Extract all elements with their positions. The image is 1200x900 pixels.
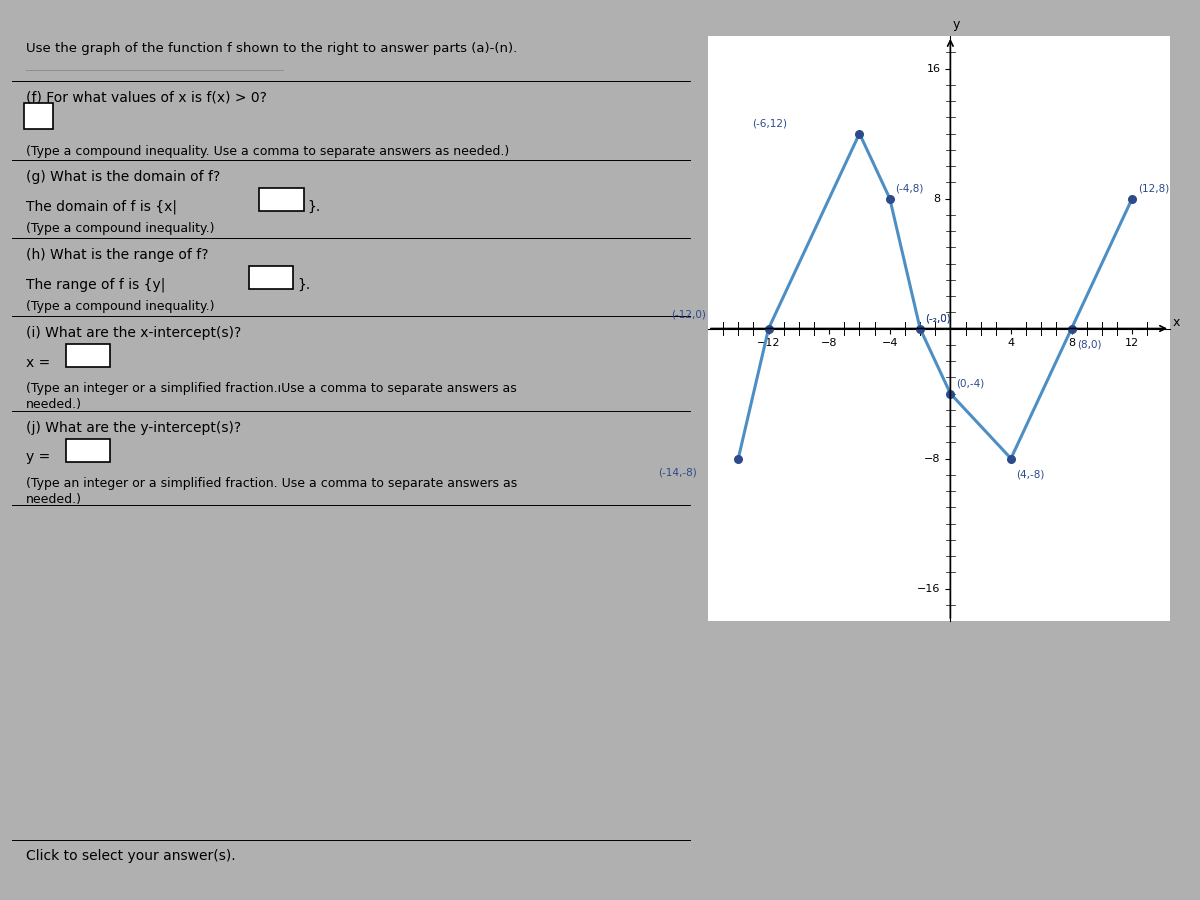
Point xyxy=(1062,321,1081,336)
Text: (-6,12): (-6,12) xyxy=(752,119,787,129)
Point xyxy=(728,451,748,465)
Bar xyxy=(24,103,53,130)
Point xyxy=(880,192,899,206)
Text: The range of f is {y|: The range of f is {y| xyxy=(25,277,164,292)
Text: (Type a compound inequality. Use a comma to separate answers as needed.): (Type a compound inequality. Use a comma… xyxy=(25,145,509,158)
Bar xyxy=(250,266,293,289)
Bar xyxy=(66,345,110,367)
Text: x: x xyxy=(1174,316,1181,328)
Text: (0,-4): (0,-4) xyxy=(956,379,984,389)
Point xyxy=(1001,451,1020,465)
Text: Click to select your answer(s).: Click to select your answer(s). xyxy=(25,849,235,863)
Text: (-12,0): (-12,0) xyxy=(671,310,706,320)
Text: (h) What is the range of f?: (h) What is the range of f? xyxy=(25,248,208,262)
Text: (12,8): (12,8) xyxy=(1138,184,1169,194)
Text: (Type a compound inequality.): (Type a compound inequality.) xyxy=(25,222,214,235)
Text: }.: }. xyxy=(296,277,310,292)
Text: y: y xyxy=(953,18,960,32)
Text: (Type a compound inequality.): (Type a compound inequality.) xyxy=(25,301,214,313)
Text: (j) What are the y-intercept(s)?: (j) What are the y-intercept(s)? xyxy=(25,420,241,435)
Text: ────────────────────────────────────────────: ────────────────────────────────────────… xyxy=(25,67,284,76)
Text: (-₂,0): (-₂,0) xyxy=(925,313,952,324)
Text: (8,0): (8,0) xyxy=(1078,340,1102,350)
Text: y =: y = xyxy=(25,451,54,464)
Point xyxy=(941,386,960,400)
Text: (Type an integer or a simplified fraction. Use a comma to separate answers as: (Type an integer or a simplified fractio… xyxy=(25,477,517,490)
Bar xyxy=(259,188,304,211)
Bar xyxy=(66,439,110,462)
Text: (g) What is the domain of f?: (g) What is the domain of f? xyxy=(25,170,220,184)
Point xyxy=(758,321,778,336)
Point xyxy=(850,126,869,140)
Text: (i) What are the x-intercept(s)?: (i) What are the x-intercept(s)? xyxy=(25,326,241,340)
Text: needed.): needed.) xyxy=(25,398,82,410)
Text: (-4,8): (-4,8) xyxy=(895,184,924,194)
Text: The domain of f is {x|: The domain of f is {x| xyxy=(25,200,176,214)
Point xyxy=(911,321,930,336)
Point xyxy=(1122,192,1141,206)
Text: x =: x = xyxy=(25,356,54,370)
Text: }.: }. xyxy=(307,200,320,213)
Text: Use the graph of the function f shown to the right to answer parts (a)-(n).: Use the graph of the function f shown to… xyxy=(25,41,517,55)
Text: (4,-8): (4,-8) xyxy=(1016,470,1045,480)
Text: needed.): needed.) xyxy=(25,492,82,506)
Text: (Type an integer or a simplified fraction.ıUse a comma to separate answers as: (Type an integer or a simplified fractio… xyxy=(25,382,516,395)
Text: (f) For what values of x is f(x) > 0?: (f) For what values of x is f(x) > 0? xyxy=(25,91,266,104)
Text: (-14,-8): (-14,-8) xyxy=(658,467,697,477)
Text: (-₂,0): (-₂,0) xyxy=(925,313,952,324)
